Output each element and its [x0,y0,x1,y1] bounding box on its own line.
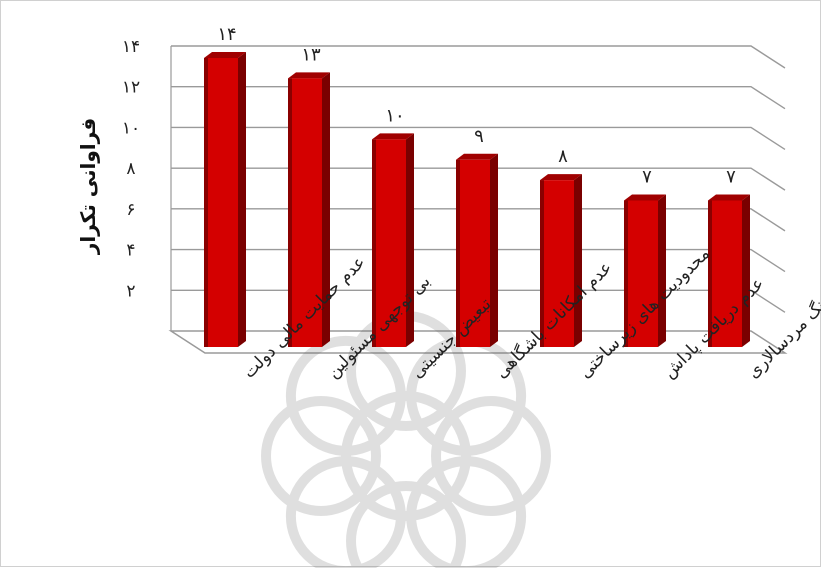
bar [288,72,330,347]
y-tick-label: ۴ [126,241,135,261]
watermark-emblem [261,311,551,568]
data-label: ۱۰ [385,105,404,126]
y-tick-label: ۱۲ [122,78,140,98]
data-label: ۹ [474,126,484,147]
data-labels: ۱۴ ۱۳ ۱۰ ۹ ۸ ۷ ۷ [217,24,736,188]
gridline [171,126,786,151]
gridline [171,45,786,69]
y-tick-label: ۲ [126,281,135,301]
y-tick-label: ۶ [126,200,135,220]
data-label: ۷ [726,167,736,188]
gridline [171,289,786,313]
data-label: ۱۴ [217,24,236,45]
bar [708,194,750,347]
bar [204,52,246,347]
data-label: ۸ [558,146,568,167]
bar [456,153,498,347]
bars [204,52,750,347]
grid-lines [170,45,786,331]
data-label: ۱۳ [301,44,321,65]
y-axis-ticks: ۲ ۴ ۶ ۸ ۱۰ ۱۲ ۱۴ [122,37,140,301]
gridline [171,208,786,232]
y-tick-label: ۱۴ [122,37,140,57]
data-label: ۷ [642,167,652,188]
y-tick-label: ۱۰ [122,118,140,138]
bar [372,133,414,347]
gridline [171,86,786,110]
bar [540,174,582,347]
y-tick-label: ۸ [126,159,135,179]
gridline [171,167,786,191]
bar [624,194,666,347]
y-axis-label: فراوانی تکرار [76,118,100,255]
gridline [171,248,786,273]
